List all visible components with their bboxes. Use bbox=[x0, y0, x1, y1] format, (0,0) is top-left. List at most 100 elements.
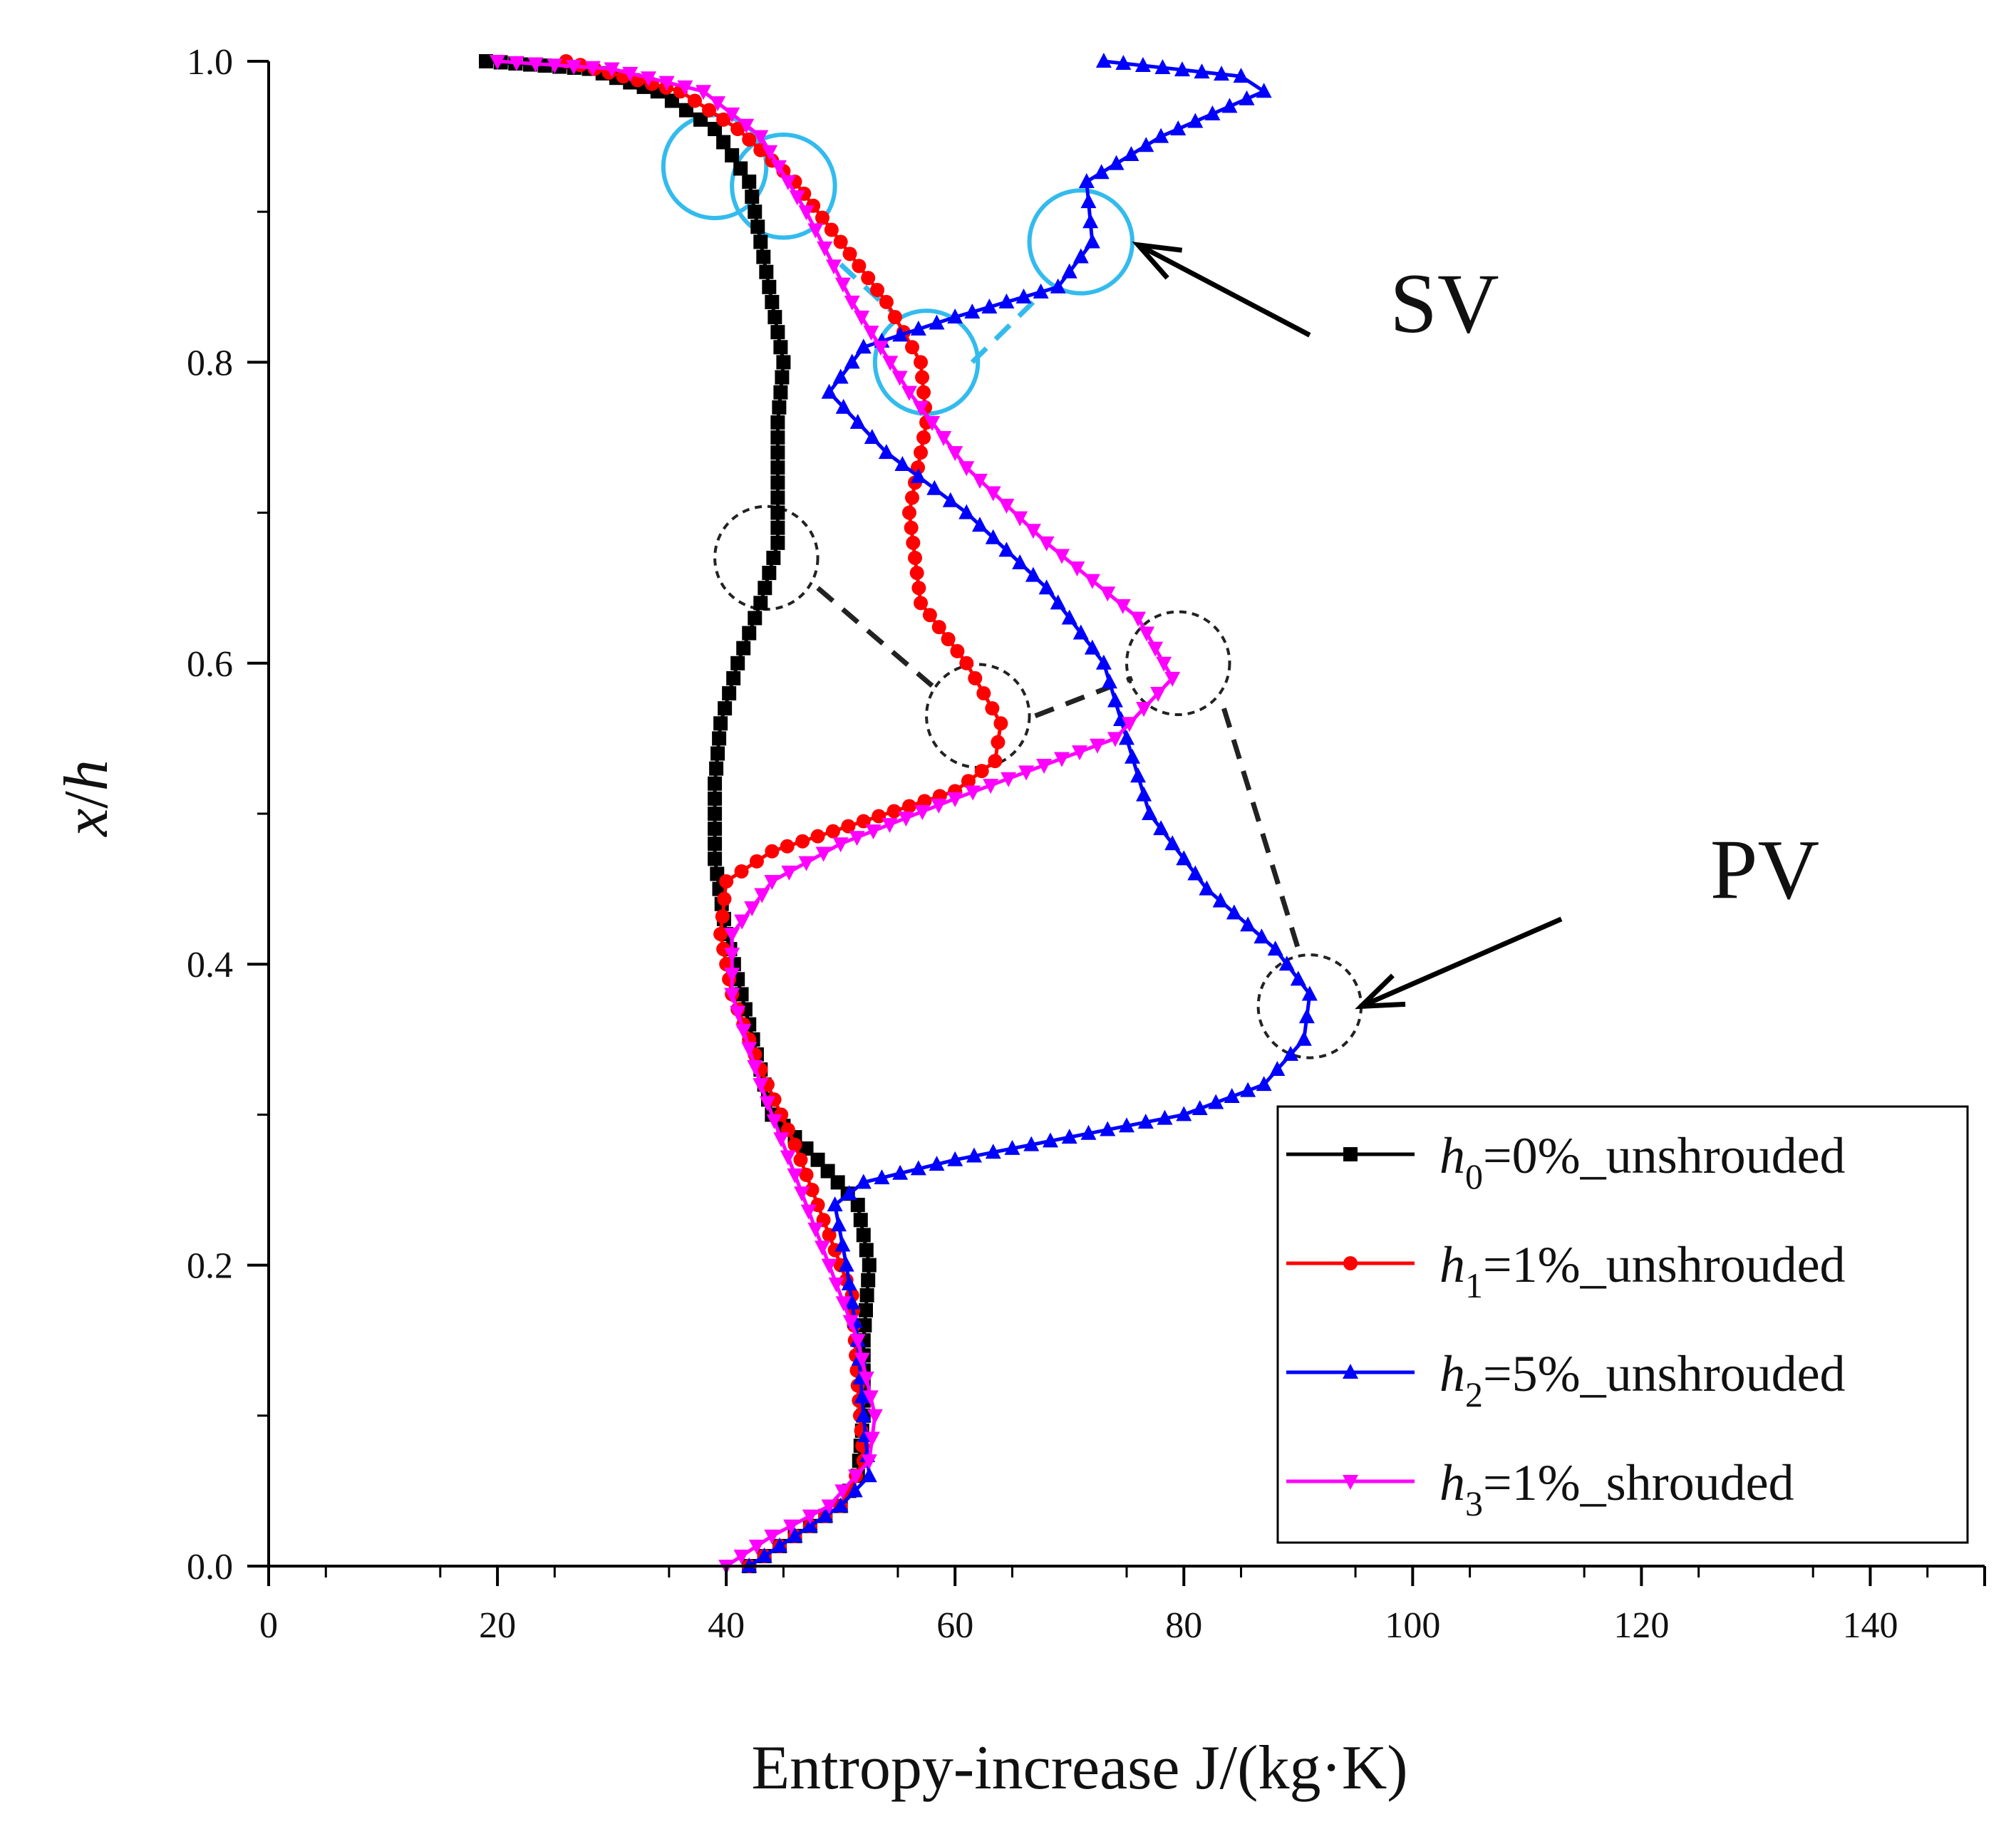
series-0-point-55 bbox=[708, 791, 723, 806]
series-2-point-75 bbox=[1061, 609, 1077, 625]
pv-connector-0 bbox=[816, 586, 934, 688]
series-2-point-8 bbox=[861, 1467, 877, 1483]
series-2-point-70 bbox=[1107, 692, 1123, 708]
series-2-point-118 bbox=[1170, 120, 1187, 136]
series-0-point-102 bbox=[678, 103, 693, 118]
series-2-point-87 bbox=[894, 456, 911, 472]
series-0-point-78 bbox=[770, 445, 785, 460]
legend: h0=0%_unshroudedh1=1%_unshroudedh2=5%_un… bbox=[1276, 1105, 1969, 1544]
series-3-point-60 bbox=[1089, 738, 1105, 754]
series-3-point-76 bbox=[1025, 524, 1041, 539]
series-3-point-116 bbox=[508, 56, 524, 71]
series-3-point-38 bbox=[734, 914, 750, 930]
series-2-point-72 bbox=[1095, 654, 1112, 670]
annotation-label-PV: PV bbox=[1710, 822, 1819, 916]
legend-label-text-3: =1%_shrouded bbox=[1483, 1454, 1794, 1511]
sv-circle-1 bbox=[730, 133, 837, 240]
x-tick-label-140: 140 bbox=[1842, 1605, 1898, 1646]
series-2-point-65 bbox=[1136, 786, 1152, 802]
series-2-point-95 bbox=[855, 338, 872, 354]
series-1-point-53 bbox=[810, 829, 825, 844]
series-1-point-76 bbox=[914, 596, 929, 611]
series-1-point-102 bbox=[824, 222, 839, 237]
series-line-1 bbox=[565, 59, 1003, 1568]
series-3-point-31 bbox=[741, 1042, 758, 1057]
series-3-point-40 bbox=[754, 888, 770, 903]
series-0-point-97 bbox=[733, 161, 748, 176]
series-3-point-101 bbox=[762, 145, 778, 160]
series-3-point-8 bbox=[848, 1469, 864, 1485]
series-1-point-70 bbox=[968, 670, 983, 685]
y-tick-label-0.2: 0.2 bbox=[187, 1246, 233, 1287]
series-3-point-27 bbox=[766, 1114, 782, 1129]
series-3-point-48 bbox=[882, 818, 898, 834]
series-2-point-27 bbox=[910, 1160, 926, 1176]
series-2-point-40 bbox=[1157, 1109, 1173, 1125]
series-1-point-79 bbox=[908, 550, 923, 565]
series-2-point-122 bbox=[1239, 90, 1255, 105]
series-2-point-108 bbox=[1072, 248, 1089, 264]
series-0-point-100 bbox=[708, 122, 723, 137]
series-1-point-99 bbox=[852, 259, 867, 274]
series-2-point-31 bbox=[985, 1144, 1001, 1159]
series-3-point-86 bbox=[901, 385, 917, 401]
x-tick-label-100: 100 bbox=[1385, 1605, 1440, 1646]
legend-label-sub-2: 2 bbox=[1465, 1374, 1483, 1414]
series-3-point-52 bbox=[947, 792, 963, 807]
series-markers-0 bbox=[479, 54, 877, 1573]
series-2-point-17 bbox=[844, 1294, 860, 1310]
series-2-point-5 bbox=[817, 1507, 834, 1523]
series-0-point-98 bbox=[725, 148, 740, 162]
series-3-point-69 bbox=[1130, 611, 1147, 627]
series-3-point-4 bbox=[783, 1519, 800, 1535]
series-1-point-86 bbox=[914, 445, 929, 460]
series-2-point-67 bbox=[1125, 748, 1141, 764]
legend-label-sub-0: 0 bbox=[1465, 1156, 1483, 1196]
series-2-point-21 bbox=[830, 1216, 847, 1232]
series-3-point-115 bbox=[527, 57, 544, 73]
series-1-point-47 bbox=[719, 874, 734, 889]
series-3-point-12 bbox=[862, 1390, 879, 1406]
series-1-point-57 bbox=[872, 809, 886, 824]
series-1-point-46 bbox=[717, 891, 732, 906]
series-3-point-67 bbox=[1147, 641, 1164, 657]
series-2-point-22 bbox=[827, 1196, 843, 1212]
series-2-point-115 bbox=[1123, 145, 1139, 161]
series-0-point-19 bbox=[858, 1302, 873, 1317]
series-2-point-125 bbox=[1214, 66, 1230, 81]
series-0-point-83 bbox=[775, 370, 790, 385]
series-2-point-38 bbox=[1119, 1117, 1134, 1133]
series-3-point-71 bbox=[1100, 586, 1116, 602]
series-3-point-21 bbox=[807, 1222, 824, 1238]
series-1-point-80 bbox=[906, 535, 921, 550]
series-2-point-26 bbox=[892, 1164, 909, 1180]
series-2-point-57 bbox=[1226, 904, 1242, 920]
series-3-point-103 bbox=[738, 118, 755, 134]
series-0-point-87 bbox=[767, 310, 782, 325]
series-3-point-51 bbox=[931, 798, 947, 814]
series-2-point-18 bbox=[841, 1275, 857, 1290]
legend-label-2: h2=5%_unshrouded bbox=[1439, 1345, 1846, 1414]
series-2-point-73 bbox=[1084, 639, 1100, 655]
series-3-point-66 bbox=[1156, 656, 1172, 672]
series-2-point-85 bbox=[926, 480, 943, 495]
series-2-point-34 bbox=[1042, 1132, 1058, 1148]
series-0-point-22 bbox=[862, 1258, 877, 1273]
series-1-point-68 bbox=[985, 701, 1000, 716]
series-2-point-92 bbox=[821, 383, 837, 399]
series-1-point-81 bbox=[904, 520, 919, 535]
series-2 bbox=[741, 53, 1318, 1573]
series-3-point-94 bbox=[826, 259, 842, 275]
series-2-point-41 bbox=[1176, 1106, 1192, 1121]
series-1-point-83 bbox=[905, 490, 919, 505]
series-2-point-25 bbox=[874, 1169, 890, 1185]
series-3-point-102 bbox=[753, 130, 769, 145]
legend-box bbox=[1276, 1105, 1969, 1544]
y-tick-label-0.4: 0.4 bbox=[187, 945, 233, 985]
series-2-point-44 bbox=[1224, 1088, 1240, 1104]
series-0-point-68 bbox=[753, 596, 768, 611]
series-3-point-11 bbox=[867, 1409, 883, 1424]
series-2-point-68 bbox=[1119, 730, 1134, 745]
annotation-label-SV: SV bbox=[1390, 256, 1499, 351]
